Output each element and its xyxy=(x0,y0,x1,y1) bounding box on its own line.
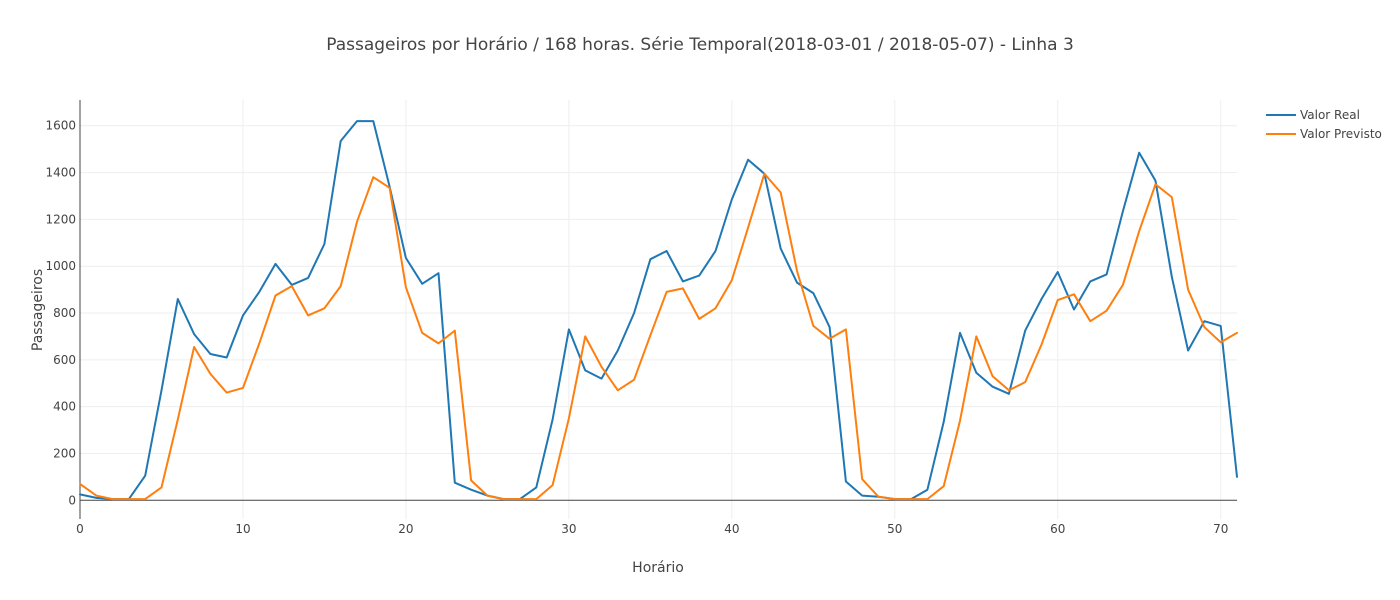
axes: 0 200 400 600 800 1000 1200 1400 1600 0 10 20 30 40 50… xyxy=(45,100,1237,536)
x-tick-label: 30 xyxy=(561,522,576,536)
x-tick-label: 10 xyxy=(235,522,250,536)
x-tick-label: 50 xyxy=(887,522,902,536)
grid-lines xyxy=(80,100,1237,519)
y-tick-label: 600 xyxy=(53,353,76,367)
legend: Valor Real Valor Previsto xyxy=(1266,108,1382,141)
x-tick-label: 40 xyxy=(724,522,739,536)
x-tick-label: 70 xyxy=(1213,522,1228,536)
y-tick-label: 1200 xyxy=(45,212,76,226)
y-tick-label: 0 xyxy=(68,493,76,507)
x-axis-title: Horário xyxy=(632,560,684,576)
y-tick-label: 1000 xyxy=(45,259,76,273)
series-line-valor-previsto xyxy=(79,172,1238,501)
y-tick-label: 800 xyxy=(53,306,76,320)
legend-item[interactable]: Valor Previsto xyxy=(1266,127,1382,141)
y-tick-label: 1600 xyxy=(45,119,76,133)
legend-label: Valor Previsto xyxy=(1300,127,1382,141)
y-tick-label: 1400 xyxy=(45,166,76,180)
series-line-valor-real xyxy=(79,120,1238,501)
y-tick-label: 400 xyxy=(53,400,76,414)
y-axis-title: Passageiros xyxy=(30,269,46,351)
x-tick-label: 60 xyxy=(1050,522,1065,536)
legend-label: Valor Real xyxy=(1300,108,1360,122)
x-tick-label: 0 xyxy=(76,522,84,536)
x-tick-label: 20 xyxy=(398,522,413,536)
series-lines xyxy=(79,120,1238,501)
chart-title: Passageiros por Horário / 168 horas. Sér… xyxy=(326,35,1074,55)
legend-item[interactable]: Valor Real xyxy=(1266,108,1360,122)
y-tick-label: 200 xyxy=(53,446,76,460)
